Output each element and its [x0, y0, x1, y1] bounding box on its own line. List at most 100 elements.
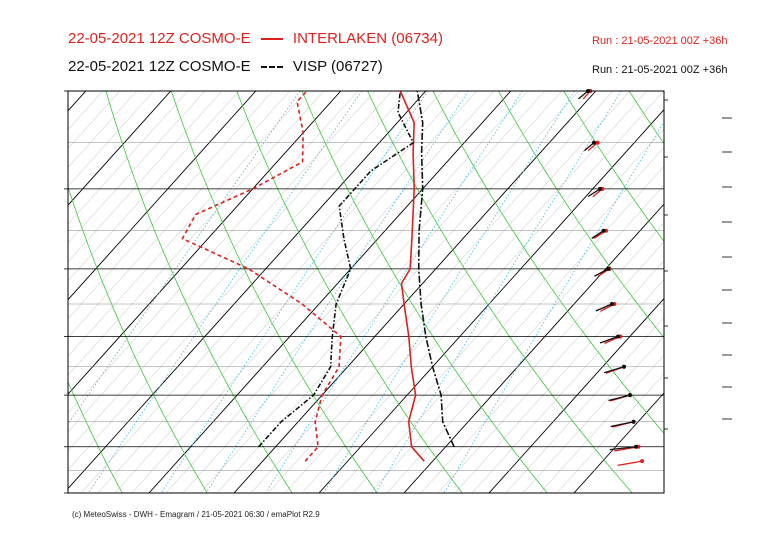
isotherm-line — [68, 91, 257, 301]
isotherm-line — [488, 297, 664, 493]
header-line-1: 22-05-2021 12Z COSMO-E INTERLAKEN (06734… — [68, 30, 443, 47]
hatch-line — [267, 91, 630, 493]
hatch-line — [68, 91, 290, 338]
hatch-line — [0, 91, 18, 493]
visp-wind-dot — [606, 266, 611, 271]
hatch-line — [68, 91, 120, 149]
hatch-line — [68, 91, 273, 319]
hatch-line — [80, 91, 443, 493]
dry-adiabat-line — [68, 185, 208, 493]
hatch-line — [68, 91, 358, 414]
footer-credit: (c) MeteoSwiss - DWH - Emagram / 21-05-2… — [72, 510, 320, 519]
visp-wind-dot — [598, 186, 602, 191]
interlaken-run: Run : 21-05-2021 00Z +36h — [592, 35, 728, 47]
visp-wind-barb — [595, 303, 613, 312]
isotherm-line — [68, 91, 87, 112]
hatch-line — [386, 184, 664, 493]
visp-run: Run : 21-05-2021 00Z +36h — [592, 64, 728, 76]
hatch-line — [0, 91, 35, 493]
isotherm-line — [68, 91, 427, 490]
hatch-line — [68, 91, 103, 130]
hatch-line — [68, 91, 137, 168]
visp-wind-barb — [610, 421, 634, 428]
hatch-line — [454, 260, 664, 493]
hatch-line — [301, 91, 664, 493]
hatch-line — [0, 91, 1, 493]
hatch-line — [216, 91, 579, 493]
hatch-line — [437, 241, 664, 493]
hatch-line — [539, 354, 664, 493]
visp-wind-barb — [584, 142, 595, 152]
hatch-line — [68, 91, 86, 112]
visp-wind-barb — [591, 230, 604, 239]
dry-adiabat-line — [301, 91, 548, 493]
dry-adiabat-line — [695, 91, 766, 493]
dry-adiabat-line — [105, 91, 293, 493]
hatch-line — [505, 317, 664, 493]
dry-adiabat-line — [498, 91, 664, 339]
hatch-line — [68, 91, 307, 357]
visp-wind-dot — [592, 140, 596, 145]
visp-temperature-line — [416, 91, 455, 448]
hatch-line — [68, 91, 409, 470]
interlaken-wind-barb — [617, 460, 643, 467]
wind-barbs-layer — [578, 89, 644, 467]
hatch-line — [68, 91, 69, 93]
interlaken-legend-line — [260, 38, 283, 41]
profiles-layer — [181, 91, 455, 462]
hatch-line — [250, 91, 613, 493]
hatch-line — [68, 91, 375, 433]
visp-title: 22-05-2021 12Z COSMO-E — [68, 58, 251, 75]
hatch-line — [522, 336, 664, 493]
hatch-line — [68, 91, 222, 263]
hatch-line — [131, 91, 494, 493]
hatch-line — [68, 91, 341, 395]
mixing-ratio-line — [443, 120, 664, 493]
hatch-line — [68, 91, 324, 376]
isotherm-line — [233, 91, 597, 493]
interlaken-wind-dot — [595, 140, 600, 145]
hatch-line — [420, 222, 664, 493]
interlaken-wind-dot — [640, 459, 644, 464]
visp-wind-dot — [601, 228, 606, 233]
visp-wind-barb — [594, 268, 609, 277]
hatch-line — [199, 91, 562, 493]
visp-wind-barb — [604, 366, 625, 374]
dry-adiabat-line — [760, 91, 766, 493]
hatch-line — [369, 166, 664, 493]
isotherm-line — [68, 91, 172, 206]
hatch-line — [0, 91, 52, 493]
plot-frame — [67, 90, 665, 494]
hatch-line — [488, 298, 664, 493]
hatch-line — [68, 91, 256, 300]
hatch-line — [165, 91, 528, 493]
hatch-line — [335, 128, 664, 493]
interlaken-temperature-line — [399, 91, 425, 462]
hatch-line — [182, 91, 545, 493]
hatch-line — [284, 91, 647, 493]
visp-dewpoint-line — [258, 91, 415, 448]
visp-wind-dot — [616, 334, 620, 339]
hatch-line — [97, 91, 460, 493]
mixing-ratio-line — [265, 91, 523, 493]
hatch-line — [68, 91, 154, 187]
interlaken-title: 22-05-2021 12Z COSMO-E — [68, 30, 251, 47]
dry-adiabat-line — [170, 91, 378, 493]
dry-adiabat-line — [628, 91, 664, 145]
visp-wind-dot — [628, 393, 632, 398]
visp-wind-dot — [610, 302, 614, 307]
visp-station: VISP (06727) — [292, 58, 383, 75]
grid-layer — [0, 91, 766, 493]
hatch-line — [68, 91, 392, 452]
dry-adiabat-line — [0, 91, 37, 493]
hatch-line — [68, 91, 205, 244]
visp-wind-barb — [578, 90, 589, 100]
dry-adiabat-line — [432, 91, 664, 434]
hatch-line — [114, 91, 477, 493]
isotherm-line — [403, 203, 664, 493]
hatch-line — [68, 91, 239, 282]
visp-wind-barb — [608, 394, 631, 402]
visp-wind-barb — [587, 188, 601, 198]
isotherm-line — [68, 91, 342, 395]
